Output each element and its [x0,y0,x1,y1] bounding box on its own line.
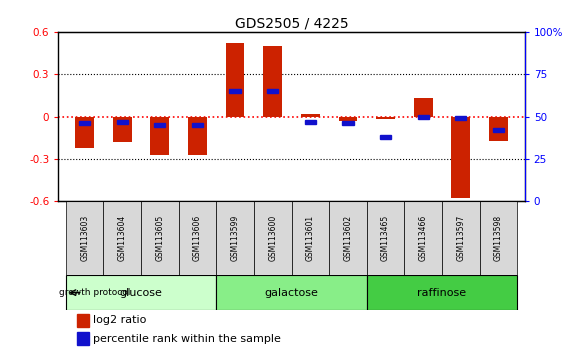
FancyBboxPatch shape [367,201,405,275]
FancyBboxPatch shape [216,201,254,275]
Text: raffinose: raffinose [417,288,466,298]
Bar [264,46,282,116]
Text: GSM113598: GSM113598 [494,215,503,262]
Text: GSM113465: GSM113465 [381,215,390,262]
Text: GSM113603: GSM113603 [80,215,89,262]
Text: GSM113606: GSM113606 [193,215,202,262]
Bar [414,98,433,116]
Bar [417,115,429,119]
FancyBboxPatch shape [66,275,216,310]
FancyBboxPatch shape [292,201,329,275]
FancyBboxPatch shape [66,201,103,275]
Bar [117,120,128,124]
Text: percentile rank within the sample: percentile rank within the sample [93,334,281,344]
Bar [77,332,89,345]
Bar [226,43,244,116]
Bar [493,128,504,132]
FancyBboxPatch shape [254,201,292,275]
Text: GSM113599: GSM113599 [231,215,240,262]
Bar [380,135,391,139]
Bar [154,123,166,127]
Text: galactose: galactose [265,288,318,298]
Bar [451,116,470,199]
Text: GSM113601: GSM113601 [306,215,315,262]
Bar [113,116,132,142]
Bar [267,89,278,93]
Bar [301,114,319,116]
Title: GDS2505 / 4225: GDS2505 / 4225 [235,17,348,31]
Bar [150,116,169,155]
Text: glucose: glucose [120,288,163,298]
FancyBboxPatch shape [216,275,367,310]
Text: log2 ratio: log2 ratio [93,315,147,325]
FancyBboxPatch shape [442,201,480,275]
Bar [230,89,241,93]
Bar [75,116,94,148]
Bar [342,121,353,125]
FancyBboxPatch shape [141,201,178,275]
Bar [376,116,395,119]
Text: GSM113597: GSM113597 [456,215,465,262]
FancyBboxPatch shape [103,201,141,275]
Bar [455,116,466,120]
Bar [77,314,89,326]
Text: GSM113605: GSM113605 [155,215,164,262]
Text: GSM113600: GSM113600 [268,215,277,262]
Text: growth protocol: growth protocol [59,288,130,297]
FancyBboxPatch shape [178,201,216,275]
FancyBboxPatch shape [367,275,517,310]
Bar [79,121,90,125]
Text: GSM113604: GSM113604 [118,215,127,262]
FancyBboxPatch shape [405,201,442,275]
Bar [305,120,316,124]
Bar [192,123,203,127]
Bar [339,116,357,121]
Text: GSM113602: GSM113602 [343,215,352,262]
FancyBboxPatch shape [480,201,517,275]
FancyBboxPatch shape [329,201,367,275]
Bar [188,116,207,155]
Text: GSM113466: GSM113466 [419,215,428,262]
Bar [489,116,508,141]
